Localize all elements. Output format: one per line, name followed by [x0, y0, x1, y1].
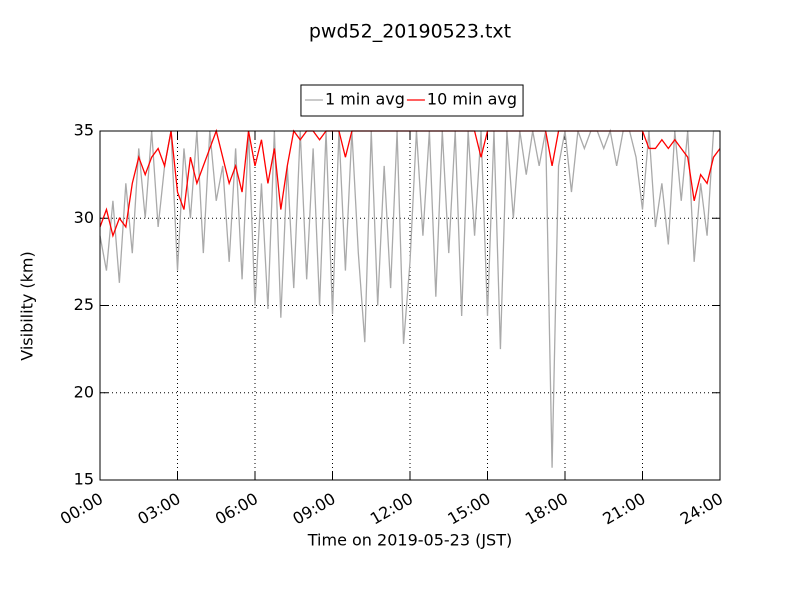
y-axis-label: Visibility (km)	[18, 251, 37, 360]
y-tick-label: 20	[74, 382, 94, 401]
y-tick-label: 35	[74, 121, 94, 140]
legend-label: 1 min avg	[325, 90, 405, 109]
x-tick-label: 03:00	[134, 489, 183, 529]
x-tick-label: 00:00	[57, 489, 106, 529]
y-tick-label: 15	[74, 470, 94, 489]
x-tick-label: 24:00	[677, 489, 726, 529]
x-tick-label: 06:00	[212, 489, 261, 529]
y-tick-label: 30	[74, 208, 94, 227]
data-line	[99, 128, 720, 468]
x-tick-label: 15:00	[444, 489, 493, 529]
plot-frame	[99, 130, 721, 481]
x-tick-label: 09:00	[289, 489, 338, 529]
x-tick-label: 18:00	[522, 489, 571, 529]
legend-label: 10 min avg	[427, 90, 517, 109]
y-tick-label: 25	[74, 295, 94, 314]
chart-title: pwd52_20190523.txt	[309, 21, 511, 43]
legend: 1 min avg 10 min avg	[300, 84, 524, 117]
x-tick-label: 21:00	[599, 489, 648, 529]
x-tick-label: 12:00	[367, 489, 416, 529]
x-axis-label: Time on 2019-05-23 (JST)	[307, 531, 512, 550]
